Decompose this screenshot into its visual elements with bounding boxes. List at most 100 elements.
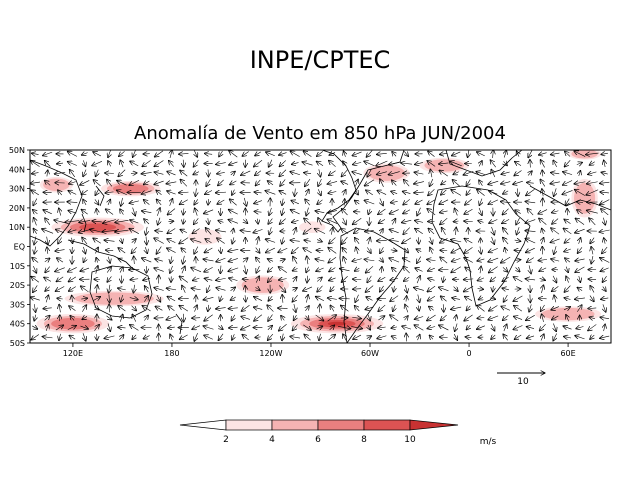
wind-vector [329, 278, 336, 281]
wind-vector [255, 179, 261, 186]
wind-vector [427, 199, 436, 205]
wind-vector [364, 161, 375, 167]
wind-vector [441, 189, 447, 195]
wind-vector [352, 218, 362, 224]
wind-vector [303, 151, 312, 157]
wind-vector [402, 326, 412, 329]
wind-vector [278, 267, 287, 273]
wind-vector [479, 161, 482, 167]
wind-vector [46, 324, 48, 331]
wind-vector [406, 333, 407, 342]
wind-vector [590, 295, 594, 302]
wind-vector [590, 285, 594, 293]
wind-vector [55, 325, 64, 331]
wind-vector [551, 228, 560, 235]
wind-vector [56, 258, 64, 262]
wind-vector [542, 189, 543, 197]
wind-vector [32, 257, 39, 263]
wind-vector [170, 198, 173, 206]
wind-vector [282, 333, 283, 341]
wind-vector [215, 230, 226, 232]
wind-vector [255, 287, 260, 290]
wind-vector [574, 189, 585, 196]
wind-vector [529, 304, 531, 312]
wind-vector [291, 200, 299, 203]
wind-vector [514, 305, 523, 312]
wind-vector [31, 173, 39, 174]
wind-vector [525, 279, 536, 280]
wind-vector [503, 334, 508, 341]
wind-vector [154, 172, 164, 174]
wind-vector [303, 286, 313, 291]
wind-vector [343, 217, 346, 225]
wind-vector [80, 286, 89, 293]
wind-vector [378, 316, 384, 320]
wind-vector [341, 276, 348, 282]
wind-vector [403, 277, 410, 281]
wind-vector [68, 286, 76, 292]
wind-vector [119, 335, 123, 341]
wind-vector [380, 198, 383, 205]
wind-vector [464, 314, 473, 321]
wind-vector [120, 314, 123, 322]
wind-vector [304, 173, 312, 174]
wind-vector [293, 288, 298, 291]
wind-vector [376, 153, 387, 154]
wind-vector [95, 307, 100, 310]
wind-vector [389, 229, 399, 233]
wind-vector [181, 248, 187, 254]
wind-vector [205, 191, 213, 195]
wind-vector [96, 209, 97, 216]
wind-vector [413, 182, 425, 185]
wind-vector [83, 257, 85, 262]
wind-vector [179, 237, 189, 244]
wind-vector [132, 314, 136, 322]
wind-vector [166, 182, 177, 184]
wind-vector [528, 171, 532, 176]
wind-vector [179, 153, 189, 154]
wind-vector [306, 207, 308, 216]
wind-vector [477, 278, 485, 281]
wind-vector [279, 218, 286, 225]
wind-vector [192, 228, 200, 234]
wind-vector [183, 218, 184, 224]
wind-vector [156, 199, 162, 206]
colorbar-level-label: 8 [361, 435, 367, 445]
wind-vector [439, 238, 448, 243]
wind-vector [418, 334, 420, 341]
wind-vector [430, 247, 433, 254]
wind-vector [33, 266, 36, 273]
wind-vector [377, 327, 386, 328]
wind-vector [455, 315, 456, 322]
wind-vector [194, 246, 198, 254]
wind-vector [268, 295, 272, 301]
wind-vector [367, 336, 372, 339]
wind-vector [479, 198, 482, 206]
wind-vector [464, 258, 473, 263]
wind-vector [80, 326, 88, 329]
wind-vector [195, 208, 198, 216]
wind-vector [282, 237, 284, 244]
wind-vector [439, 170, 448, 177]
wind-vector [337, 326, 351, 328]
wind-vector [80, 268, 90, 271]
wind-vector [566, 276, 569, 283]
anomaly-region-1-level-6 [112, 183, 149, 194]
wind-vector [451, 258, 461, 261]
wind-vector [341, 169, 348, 177]
wind-vector [307, 275, 308, 283]
wind-vector [477, 305, 485, 312]
anomaly-region-9-level-4 [574, 182, 596, 214]
plot-area [30, 150, 611, 343]
wind-vector [516, 217, 520, 225]
wind-vector [154, 287, 164, 290]
wind-vector [305, 306, 309, 311]
wind-vector [257, 218, 258, 224]
wind-vector [416, 249, 422, 252]
wind-vector [525, 247, 535, 252]
wind-vector [167, 296, 176, 302]
wind-vector [70, 315, 74, 321]
wind-vector [82, 316, 88, 319]
wind-vector [130, 220, 139, 223]
